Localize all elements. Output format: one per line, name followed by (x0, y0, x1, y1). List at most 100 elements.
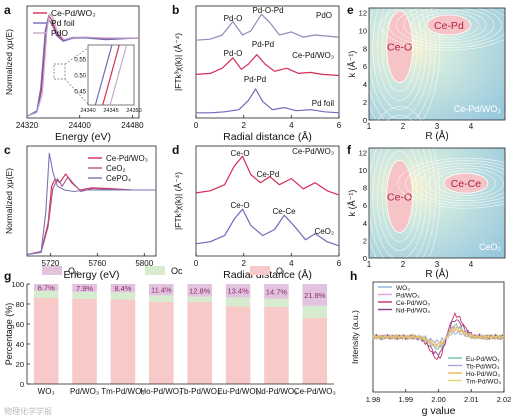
bar-value-label-g: 13.4% (227, 287, 249, 296)
y-tick-label-g: 20 (16, 360, 24, 369)
x-tick-label-h: 1.99 (398, 395, 413, 404)
series-line-a (26, 18, 140, 117)
contour-line-f (405, 160, 511, 206)
legend-label-c: CePO₄ (106, 174, 131, 183)
bar-segment-Oᴄ (225, 297, 251, 307)
inset-x-tick-label-a: 24340 (80, 108, 95, 114)
x-tick-label-g: Nd-Pd/WO₃ (255, 387, 297, 396)
inset-y-tick-label-a: 0.55 (74, 58, 86, 64)
bar-segment-Oₗ (302, 318, 328, 384)
y-tick-label-f: 10 (359, 166, 367, 175)
series-line-b (195, 13, 340, 41)
y-axis-label-f: k (Å⁻¹) (347, 190, 357, 217)
legend-label-h: Eu-Pd/WO₃ (466, 356, 500, 363)
series-line-c (26, 173, 156, 256)
x-tick-label-g: Tb-Pd/WO₃ (179, 387, 220, 396)
contour-line-f (435, 170, 496, 196)
bar-segment-Oᴄ (149, 295, 174, 302)
bar-segment-Oᴄ (110, 292, 136, 300)
y-tick-label-e: 12 (359, 8, 367, 17)
y-axis-label-d: |FTk³χ(k)| (Å⁻⁴) (173, 172, 183, 230)
x-tick-label-d: 0 (194, 259, 199, 268)
peak-annotation-b: Pd-Pd (244, 75, 266, 84)
legend-label-h: Tm-Pd/WO₃ (466, 379, 501, 386)
contour-line-e (380, 0, 511, 51)
legend-label-g: Oₗ (276, 266, 285, 276)
legend-label-a: PdO (51, 28, 68, 38)
zoom-connector-a (64, 47, 89, 65)
x-axis-label-f: R (Å) (425, 267, 448, 280)
x-tick-label-g: WO₃ (38, 387, 55, 396)
bar-value-label-g: 21.8% (304, 291, 326, 300)
y-tick-label-f: 8 (363, 184, 367, 193)
contour-line-f (359, 106, 441, 287)
y-tick-label-f: 4 (363, 219, 367, 228)
series-line-b (195, 54, 340, 77)
panel-letter-h: h (350, 269, 357, 283)
y-axis-label-e: k (Å⁻¹) (347, 51, 357, 78)
x-tick-label-h: 2.01 (464, 395, 479, 404)
x-tick-label-e: 1 (367, 122, 372, 131)
y-tick-label-g: 60 (16, 320, 24, 329)
x-tick-label-h: 2.02 (497, 395, 511, 404)
contour-line-e (372, 0, 427, 110)
legend-label-h: Ce-Pd/WO₃ (396, 300, 430, 307)
bar-segment-Oᵥ (225, 284, 251, 298)
inset-x-tick-label-a: 24350 (126, 108, 141, 114)
contour-line-e (411, 9, 487, 41)
inset-series-line-a (102, 44, 120, 106)
y-tick-label-g: 40 (16, 340, 24, 349)
watermark: 物理化学学报 (4, 406, 52, 416)
bar-value-label-g: 11.4% (151, 286, 172, 295)
x-tick-label-e: 3 (435, 122, 440, 131)
bar-value-label-g: 12.8% (189, 286, 211, 295)
legend-label-h: Ho-Pd/WO₃ (466, 371, 500, 378)
peak-label-f: Ce-O (387, 191, 412, 203)
contour-line-e (403, 7, 495, 43)
peak-region-f (443, 172, 489, 194)
x-tick-label-c: 5720 (42, 259, 60, 268)
series-line-h (372, 326, 505, 348)
peak-label-f: Ce-Ce (451, 178, 482, 190)
x-tick-label-g: Ce-Pd/WO₃ (294, 387, 336, 396)
peak-annotation-b: Ce-Pd/WO₃ (292, 51, 334, 60)
bar-segment-Oᵥ (149, 284, 174, 296)
contour-line-f (363, 115, 436, 278)
y-axis-label-c: Normalized χμ(E) (4, 168, 14, 234)
y-axis-label-g: Percentage (%) (4, 303, 14, 366)
x-tick-label-f: 3 (435, 260, 440, 269)
series-line-d (195, 208, 340, 247)
inset-y-tick-label-a: 0.45 (74, 90, 86, 96)
legend-label-c: Ce-Pd/WO₃ (106, 154, 148, 163)
panel-caption-f: CeO₂ (479, 242, 502, 252)
peak-annotation-d: Ce-Ce (272, 207, 296, 216)
legend-swatch-g (250, 266, 270, 275)
bar-segment-Oᴄ (264, 298, 289, 307)
bar-segment-Oᴄ (302, 305, 328, 318)
contour-line-e (363, 0, 436, 128)
x-tick-label-a: 24480 (121, 121, 144, 130)
legend-label-g: Oᴄ (171, 266, 183, 276)
inset-x-tick-label-a: 24345 (103, 108, 118, 114)
bar-segment-Oᴄ (33, 290, 59, 298)
y-tick-label-f: 0 (363, 254, 367, 263)
inset-y-tick-label-a: 0.50 (74, 74, 86, 80)
legend-label-c: CeO₂ (106, 164, 126, 173)
plot-frame-a (26, 5, 140, 119)
panel-letter-d: d (172, 143, 179, 157)
x-tick-label-d: 6 (337, 259, 342, 268)
peak-annotation-b: Pd-O-Pd (252, 6, 283, 15)
panel-letter-c: c (4, 143, 11, 157)
x-tick-label-h: 1.98 (366, 395, 381, 404)
contour-line-e (395, 4, 503, 46)
y-axis-label-a: Normalized χμ(E) (4, 29, 14, 95)
x-tick-label-e: 2 (401, 122, 406, 131)
peak-label-e: Ce-Pd (434, 20, 464, 32)
bar-segment-Oₗ (264, 307, 289, 384)
legend-swatch-g (145, 266, 165, 275)
peak-annotation-b: PdO (316, 11, 332, 20)
zoom-connector-a (64, 78, 89, 105)
bar-segment-Oᵥ (187, 284, 212, 297)
x-tick-label-a: 24400 (69, 121, 92, 130)
